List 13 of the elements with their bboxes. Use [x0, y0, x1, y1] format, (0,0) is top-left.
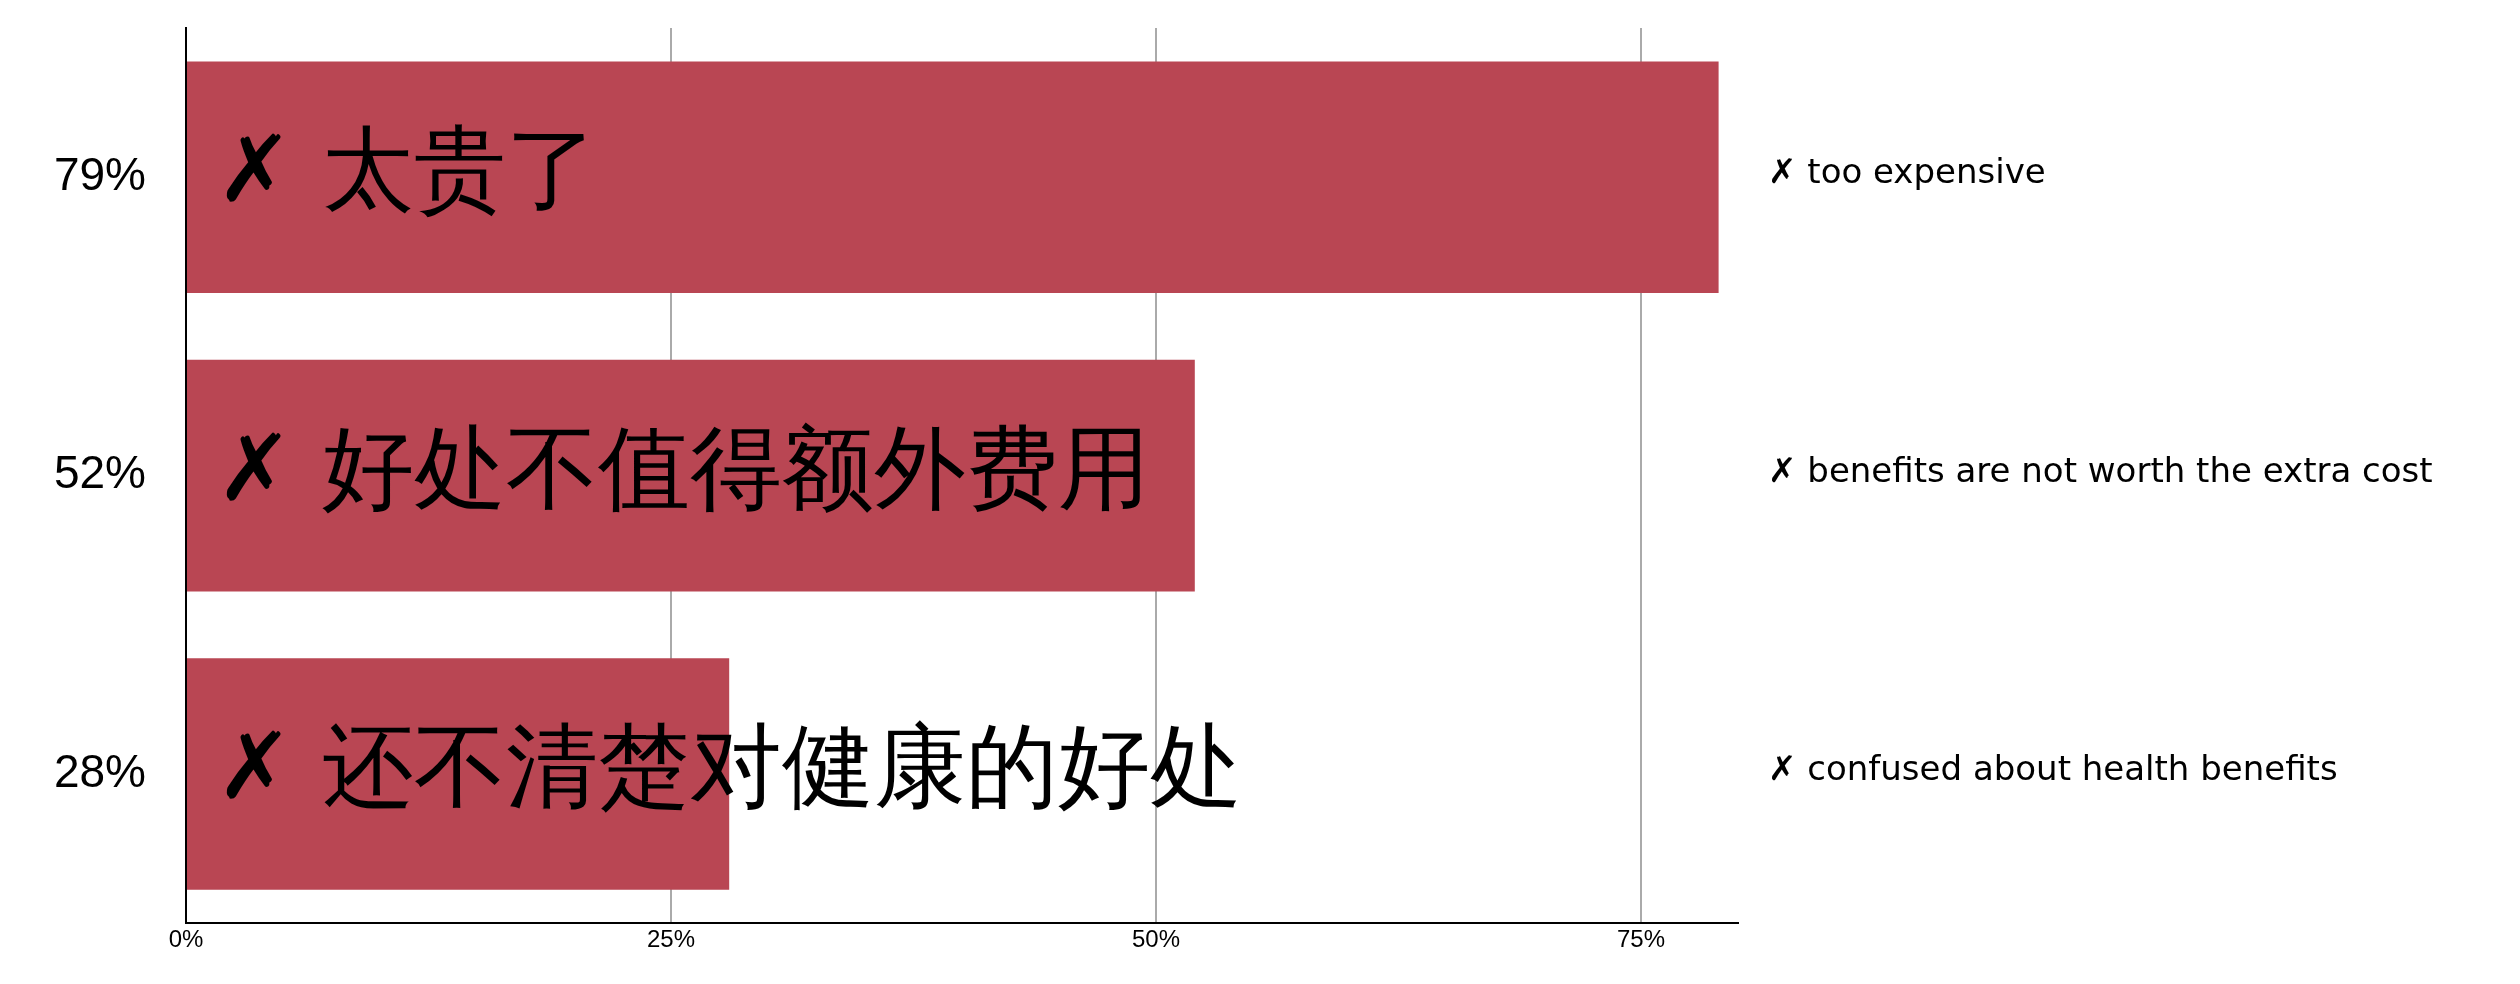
- bar: [187, 61, 1719, 293]
- data-label: 52%: [53, 446, 146, 499]
- text: ✗ benefits are not worth the extra cost: [1768, 449, 2433, 490]
- x-tick-label: 25%: [646, 925, 696, 953]
- data-label: 79%: [53, 147, 146, 200]
- x-tick-label: 0%: [168, 925, 204, 953]
- x-tick-label: 50%: [1131, 925, 1181, 953]
- x-tick-label: 75%: [1616, 925, 1666, 953]
- text: ✗ too expensive: [1768, 151, 2046, 192]
- data-label: 28%: [53, 744, 146, 797]
- y-tick-label: ✗ 太贵了: [216, 116, 599, 224]
- y-tick-label: ✗ 好处不值得额外费用: [216, 414, 1151, 522]
- text: ✗ confused about health benefits: [1768, 748, 2338, 788]
